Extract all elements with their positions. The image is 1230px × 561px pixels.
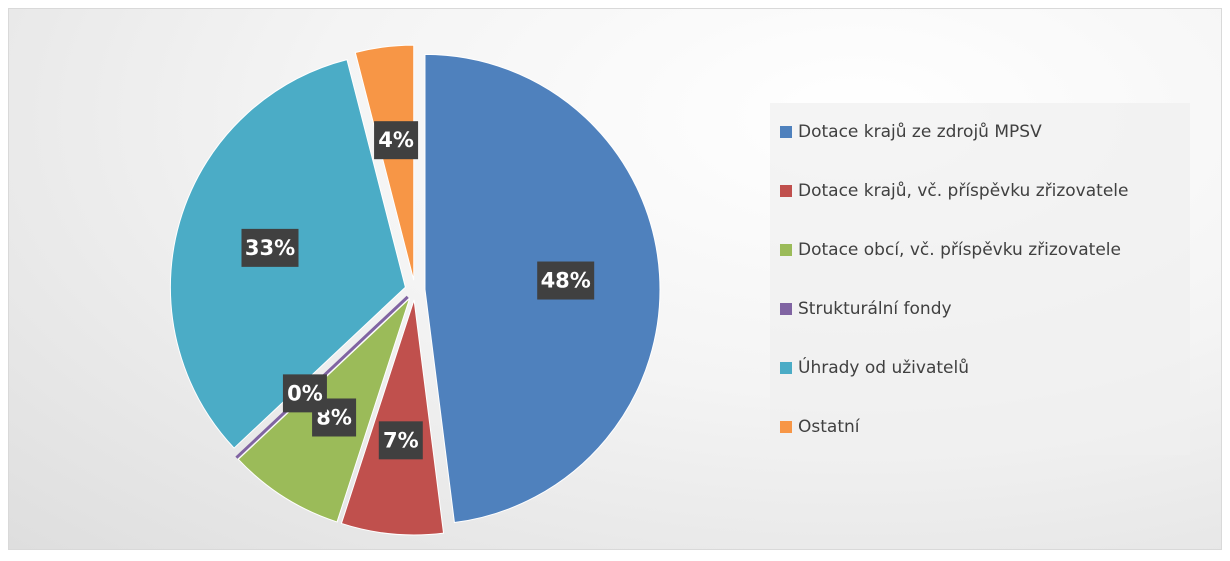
legend-label: Ostatní: [798, 417, 861, 437]
legend-swatch: [780, 244, 792, 256]
data-label: 7%: [383, 428, 419, 452]
legend-swatch: [780, 421, 792, 433]
data-label-box: [241, 228, 299, 267]
legend-swatch: [780, 303, 792, 315]
data-label: 0%: [287, 381, 323, 405]
pie-slice: [354, 44, 415, 281]
data-label-box: [537, 261, 595, 300]
data-label: 33%: [245, 236, 295, 260]
data-label-box: [378, 421, 423, 460]
data-label-box: [282, 374, 327, 413]
legend-swatch: [780, 126, 792, 138]
legend-label: Dotace krajů, vč. příspěvku zřizovatele: [798, 181, 1128, 201]
data-label-box: [374, 121, 419, 160]
legend-label: Strukturální fondy: [798, 299, 952, 319]
data-label: 4%: [378, 128, 414, 152]
legend-swatch: [780, 185, 792, 197]
data-label: 48%: [541, 269, 591, 293]
legend-box: [770, 103, 1190, 455]
legend-label: Dotace obcí, vč. příspěvku zřizovatele: [798, 240, 1121, 260]
legend-label: Dotace krajů ze zdrojů MPSV: [798, 122, 1042, 142]
pie-slice: [340, 299, 445, 536]
legend-label: Úhrady od uživatelů: [798, 356, 969, 378]
legend-swatch: [780, 362, 792, 374]
